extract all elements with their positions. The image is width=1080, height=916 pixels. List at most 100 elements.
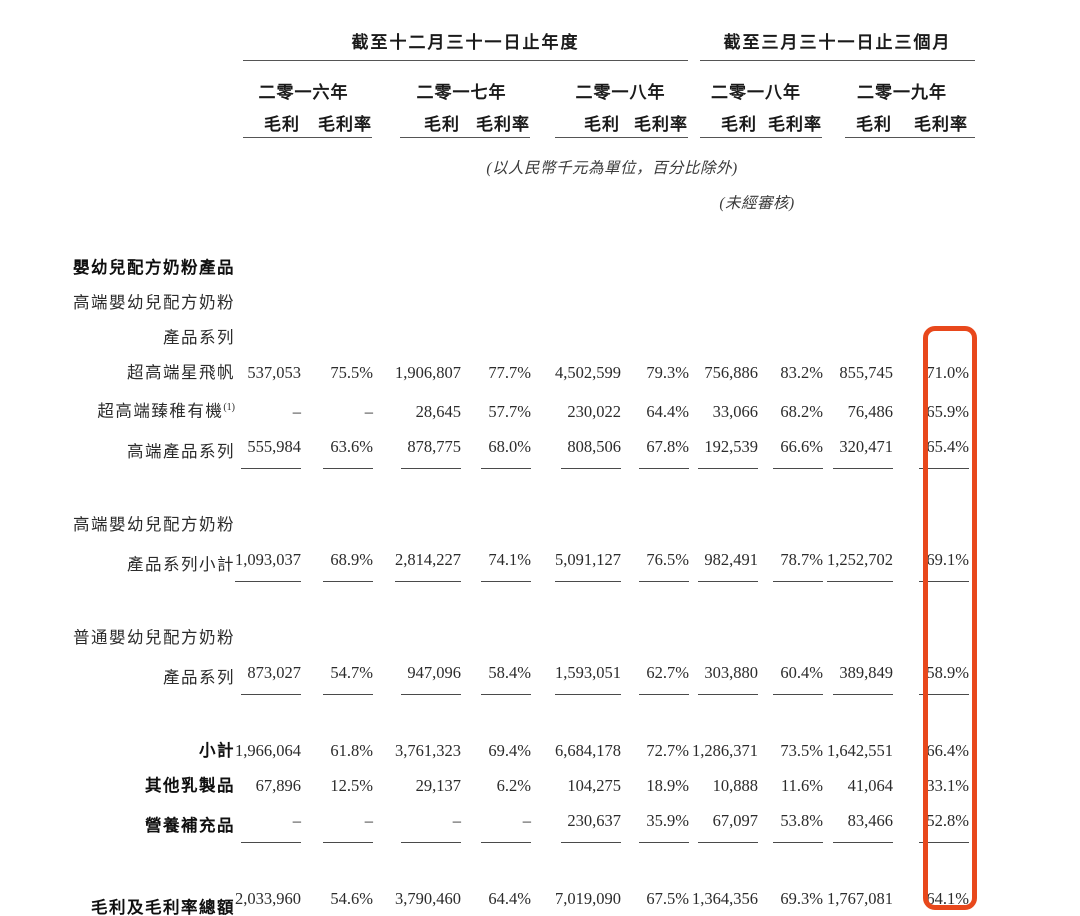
margin-value: 69.3% [773, 881, 823, 916]
margin-value: 69.1% [919, 542, 969, 582]
table-cell-label: 毛利及毛利率總額 [0, 843, 235, 916]
table-cell: 1,642,551 [823, 695, 893, 768]
profit-value: 947,096 [401, 655, 461, 695]
column-header-margin: 毛利率 [634, 115, 688, 134]
table-cell: 10,888 [689, 768, 758, 803]
table-cell: 65.4% [893, 429, 969, 469]
profit-value: 192,539 [698, 429, 758, 469]
profit-value: 104,275 [567, 775, 621, 795]
table-cell: 54.6% [301, 843, 373, 916]
table-cell: 76,486 [823, 390, 893, 429]
section-rule-quarterly [700, 60, 975, 61]
year-group-rule [243, 137, 372, 138]
table-cell: 58.9% [893, 655, 969, 695]
table-cell-label: 嬰幼兒配方奶粉產品 [0, 250, 235, 285]
margin-value: 64.4% [646, 401, 689, 421]
table-row: 普通嬰幼兒配方奶粉 [0, 582, 969, 655]
table-cell-empty [235, 250, 969, 285]
profit-value: 1,364,356 [692, 881, 758, 916]
margin-value: 68.9% [323, 542, 373, 582]
margin-value: 83.2% [780, 363, 823, 382]
profit-value: 4,502,599 [555, 363, 621, 382]
table-cell: 83.2% [758, 355, 823, 390]
column-header-profit: 毛利 [584, 115, 620, 134]
profit-value: 3,761,323 [395, 740, 461, 760]
profit-value: 982,491 [698, 542, 758, 582]
margin-value: 65.4% [919, 429, 969, 469]
column-header-margin: 毛利率 [318, 115, 372, 134]
row-label: 高端嬰幼兒配方奶粉 [73, 514, 235, 534]
profit-value: 537,053 [247, 363, 301, 382]
profit-value: 230,637 [561, 803, 621, 843]
table-cell: 64.1% [893, 843, 969, 916]
table-cell: 6.2% [461, 768, 531, 803]
row-label: 產品系列 [163, 328, 235, 347]
table-cell-empty [235, 320, 969, 355]
table-cell: 982,491 [689, 542, 758, 582]
profit-value: 1,252,702 [827, 542, 893, 582]
year-label-2017: 二零一七年 [416, 83, 507, 102]
section-rule-annual [243, 60, 688, 61]
margin-value: 52.8% [919, 803, 969, 843]
table-cell: 54.7% [301, 655, 373, 695]
profit-value: 2,033,960 [235, 881, 301, 916]
profit-value: 67,097 [698, 803, 758, 843]
table-cell-label: 產品系列小計 [0, 542, 235, 582]
table-cell: 230,022 [531, 390, 621, 429]
table-cell-label: 高端產品系列 [0, 429, 235, 469]
table-cell: 68.2% [758, 390, 823, 429]
profit-value: 2,814,227 [395, 542, 461, 582]
table-cell-label: 其他乳製品 [0, 768, 235, 803]
margin-value: 68.0% [481, 429, 531, 469]
table-cell: 77.7% [461, 355, 531, 390]
column-header-margin: 毛利率 [768, 115, 822, 134]
row-label: 小計 [199, 740, 235, 760]
table-cell: 35.9% [621, 803, 689, 843]
margin-value: 62.7% [639, 655, 689, 695]
table-cell-label: 營養補充品 [0, 803, 235, 843]
table-row: 毛利及毛利率總額 2,033,960 54.6% 3,790,460 64.4% 7,0… [0, 843, 969, 916]
table-cell: 29,137 [373, 768, 461, 803]
table-cell: 69.4% [461, 695, 531, 768]
profit-value: 1,642,551 [827, 740, 893, 760]
units-note: (以人民幣千元為單位，百分比除外) [486, 160, 738, 177]
table-cell: 1,966,064 [235, 695, 301, 768]
row-label: 普通嬰幼兒配方奶粉 [73, 627, 235, 647]
table-cell: 69.1% [893, 542, 969, 582]
table-cell: 66.4% [893, 695, 969, 768]
margin-value: 74.1% [481, 542, 531, 582]
margin-value: 73.5% [780, 740, 823, 760]
profit-value: 6,684,178 [555, 740, 621, 760]
margin-value: – [323, 803, 373, 843]
table-cell: 855,745 [823, 355, 893, 390]
row-label: 高端嬰幼兒配方奶粉 [73, 293, 235, 312]
profit-value: 76,486 [847, 401, 893, 421]
margin-value: 69.4% [488, 740, 531, 760]
table-cell: 71.0% [893, 355, 969, 390]
table-cell: 104,275 [531, 768, 621, 803]
margin-value: 68.2% [780, 401, 823, 421]
table-cell: 1,252,702 [823, 542, 893, 582]
table-cell: 67,097 [689, 803, 758, 843]
profit-value: 5,091,127 [555, 542, 621, 582]
table-cell: 320,471 [823, 429, 893, 469]
table-cell: 12.5% [301, 768, 373, 803]
table-cell: 76.5% [621, 542, 689, 582]
profit-value: 756,886 [704, 363, 758, 382]
margin-value: 12.5% [330, 775, 373, 795]
year-label-2018: 二零一八年 [575, 83, 666, 102]
year-group-rule [400, 137, 530, 138]
table-cell: 61.8% [301, 695, 373, 768]
table-cell: 878,775 [373, 429, 461, 469]
table-row: 超高端星飛帆 537,053 75.5% 1,906,807 77.7% 4,502,5… [0, 355, 969, 390]
unaudited-note: (未經審核) [719, 195, 795, 212]
profit-value: 320,471 [833, 429, 893, 469]
table-cell: 1,593,051 [531, 655, 621, 695]
table-row: 其他乳製品 67,896 12.5% 29,137 6.2% 104,275 18.9% 1… [0, 768, 969, 803]
profit-value: 1,093,037 [235, 542, 301, 582]
column-header-profit: 毛利 [856, 115, 892, 134]
table-cell: 68.9% [301, 542, 373, 582]
profit-value: 389,849 [833, 655, 893, 695]
profit-value: 7,019,090 [555, 881, 621, 916]
table-cell: 1,286,371 [689, 695, 758, 768]
